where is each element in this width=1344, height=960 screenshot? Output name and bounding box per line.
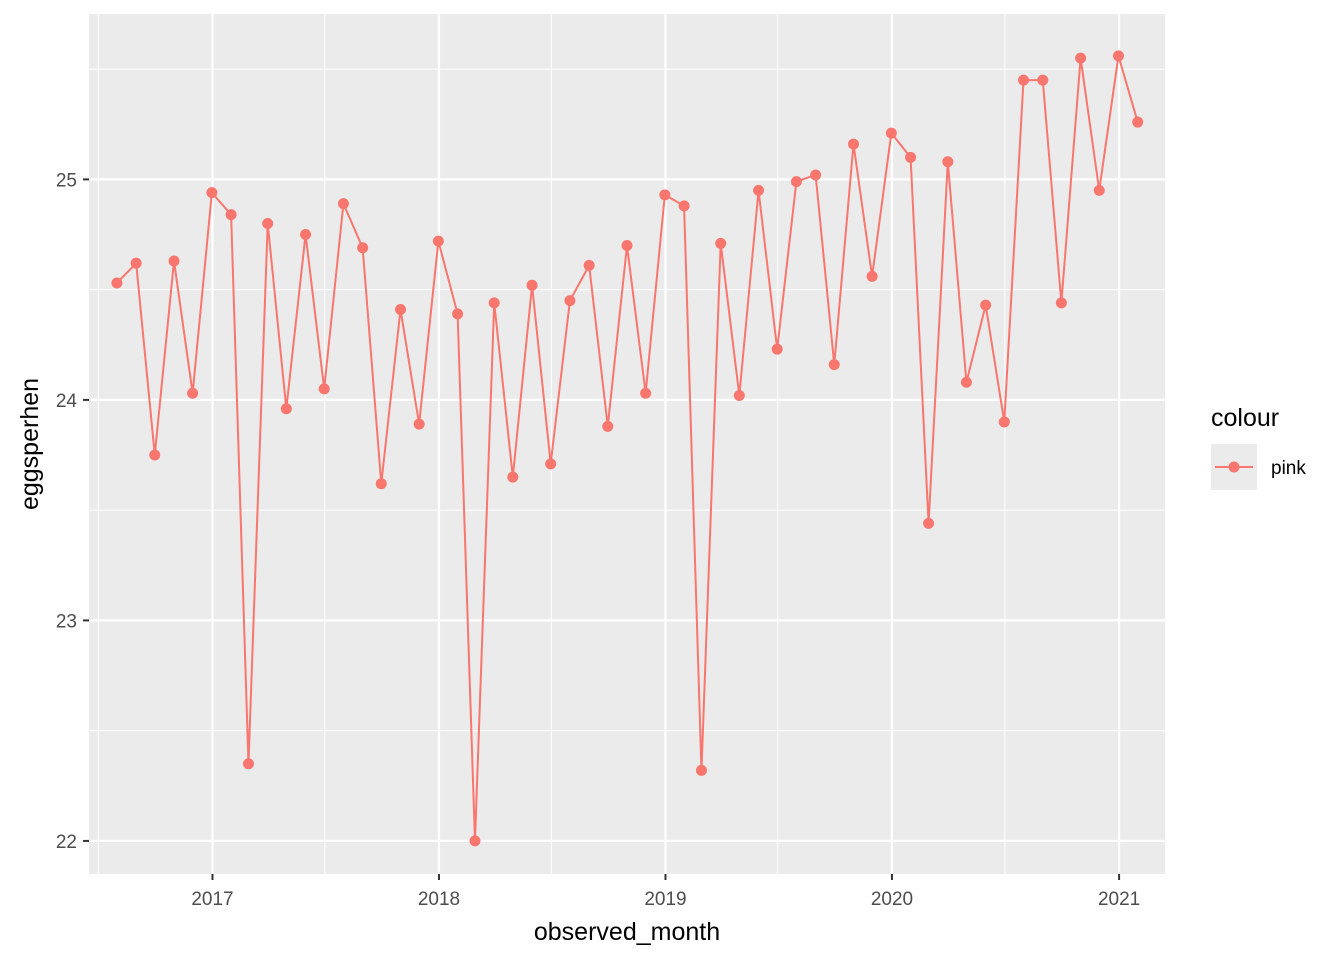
data-point	[488, 297, 500, 309]
data-point	[375, 478, 387, 490]
y-tick-label: 22	[56, 832, 77, 853]
data-point	[469, 835, 481, 847]
x-axis: 2017 2018 2019 2020 2021	[191, 874, 1140, 910]
data-point	[583, 259, 595, 271]
y-tick-label: 23	[56, 611, 77, 632]
x-tick-label: 2018	[418, 889, 460, 910]
data-point	[810, 169, 822, 181]
data-point	[1037, 74, 1049, 86]
data-point	[998, 416, 1010, 428]
series-pink	[111, 50, 1144, 847]
data-point	[452, 308, 464, 320]
y-axis-title: eggsperhen	[16, 378, 44, 510]
x-axis-title: observed_month	[534, 918, 720, 946]
data-point	[1112, 50, 1124, 62]
x-tick-label: 2020	[871, 889, 913, 910]
data-point	[659, 189, 671, 201]
data-point	[640, 387, 652, 399]
data-point	[507, 471, 519, 483]
data-point	[187, 387, 199, 399]
data-point	[602, 420, 614, 432]
data-point	[1132, 116, 1144, 128]
x-tick-label: 2021	[1098, 889, 1140, 910]
data-point	[545, 458, 557, 470]
data-point	[753, 184, 765, 196]
data-point	[1093, 184, 1105, 196]
y-tick-label: 25	[56, 170, 77, 191]
legend-key-point	[1228, 461, 1240, 473]
data-point	[1055, 297, 1067, 309]
data-point	[695, 764, 707, 776]
data-point	[1075, 52, 1087, 64]
data-point	[828, 359, 840, 371]
data-point	[395, 303, 407, 315]
x-tick-label: 2019	[644, 889, 686, 910]
data-point	[280, 403, 292, 415]
data-point	[111, 277, 123, 289]
data-point	[905, 151, 917, 163]
data-point	[262, 217, 274, 229]
data-point	[960, 376, 972, 388]
plot-panel	[89, 14, 1165, 874]
data-point	[526, 279, 538, 291]
data-point	[432, 235, 444, 247]
data-point	[300, 229, 312, 241]
legend-title: colour	[1211, 404, 1279, 432]
minor-gridlines	[89, 14, 1165, 874]
data-point	[866, 270, 878, 282]
y-axis: 22 23 24 25	[56, 170, 89, 853]
data-point	[621, 240, 633, 252]
data-point	[771, 343, 783, 355]
major-gridlines	[89, 14, 1165, 874]
data-point	[980, 299, 992, 311]
data-point	[733, 389, 745, 401]
data-point	[206, 187, 218, 199]
data-point	[923, 517, 935, 529]
data-point	[790, 176, 802, 188]
data-point	[149, 449, 161, 461]
data-point	[318, 383, 330, 395]
data-point	[885, 127, 897, 139]
data-point	[847, 138, 859, 150]
data-point	[413, 418, 425, 430]
data-point	[225, 209, 237, 221]
data-point	[357, 242, 369, 254]
data-point	[130, 257, 142, 269]
data-point	[564, 295, 576, 307]
data-point	[242, 758, 254, 770]
x-tick-label: 2017	[191, 889, 233, 910]
data-point	[168, 255, 180, 267]
data-point	[678, 200, 690, 212]
data-point	[337, 198, 349, 210]
y-tick-label: 24	[56, 391, 78, 412]
legend-label-pink: pink	[1271, 458, 1306, 479]
data-point	[942, 156, 954, 168]
data-point	[1018, 74, 1030, 86]
legend: colour pink	[1211, 404, 1306, 490]
data-point	[715, 237, 727, 249]
